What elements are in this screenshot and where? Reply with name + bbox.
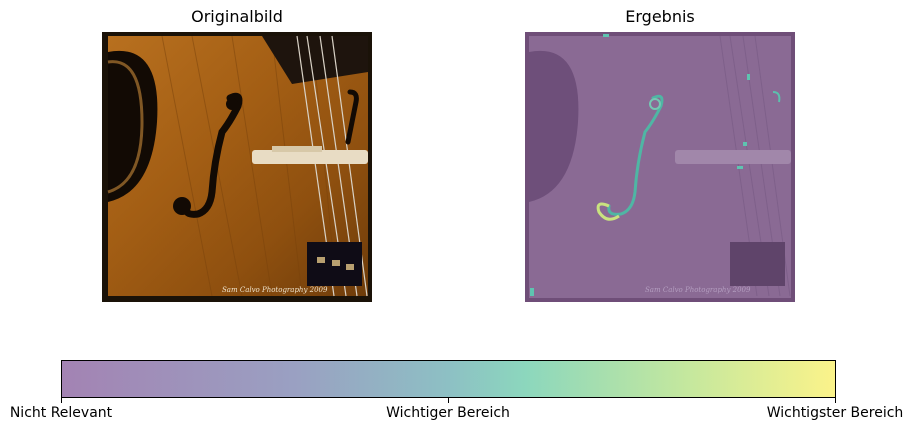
colorbar-tick-max [835,398,836,403]
colorbar-label-not-relevant: Nicht Relevant [9,405,113,421]
colorbar-tick-min [61,398,62,403]
colorbar-label-important: Wichtiger Bereich [386,405,510,421]
result-image-title: Ergebnis [625,7,695,26]
watermark-text-overlay: Sam Calvo Photography 2009 [645,286,751,294]
original-cello-image: Sam Calvo Photography 2009 [102,32,372,302]
colorbar-tick-mid [448,398,449,403]
original-image-title: Originalbild [191,7,283,26]
colorbar [61,360,836,398]
result-saliency-image: Sam Calvo Photography 2009 [525,32,795,302]
colorbar-label-most-important: Wichtigster Bereich [766,405,904,421]
watermark-text: Sam Calvo Photography 2009 [222,286,328,294]
